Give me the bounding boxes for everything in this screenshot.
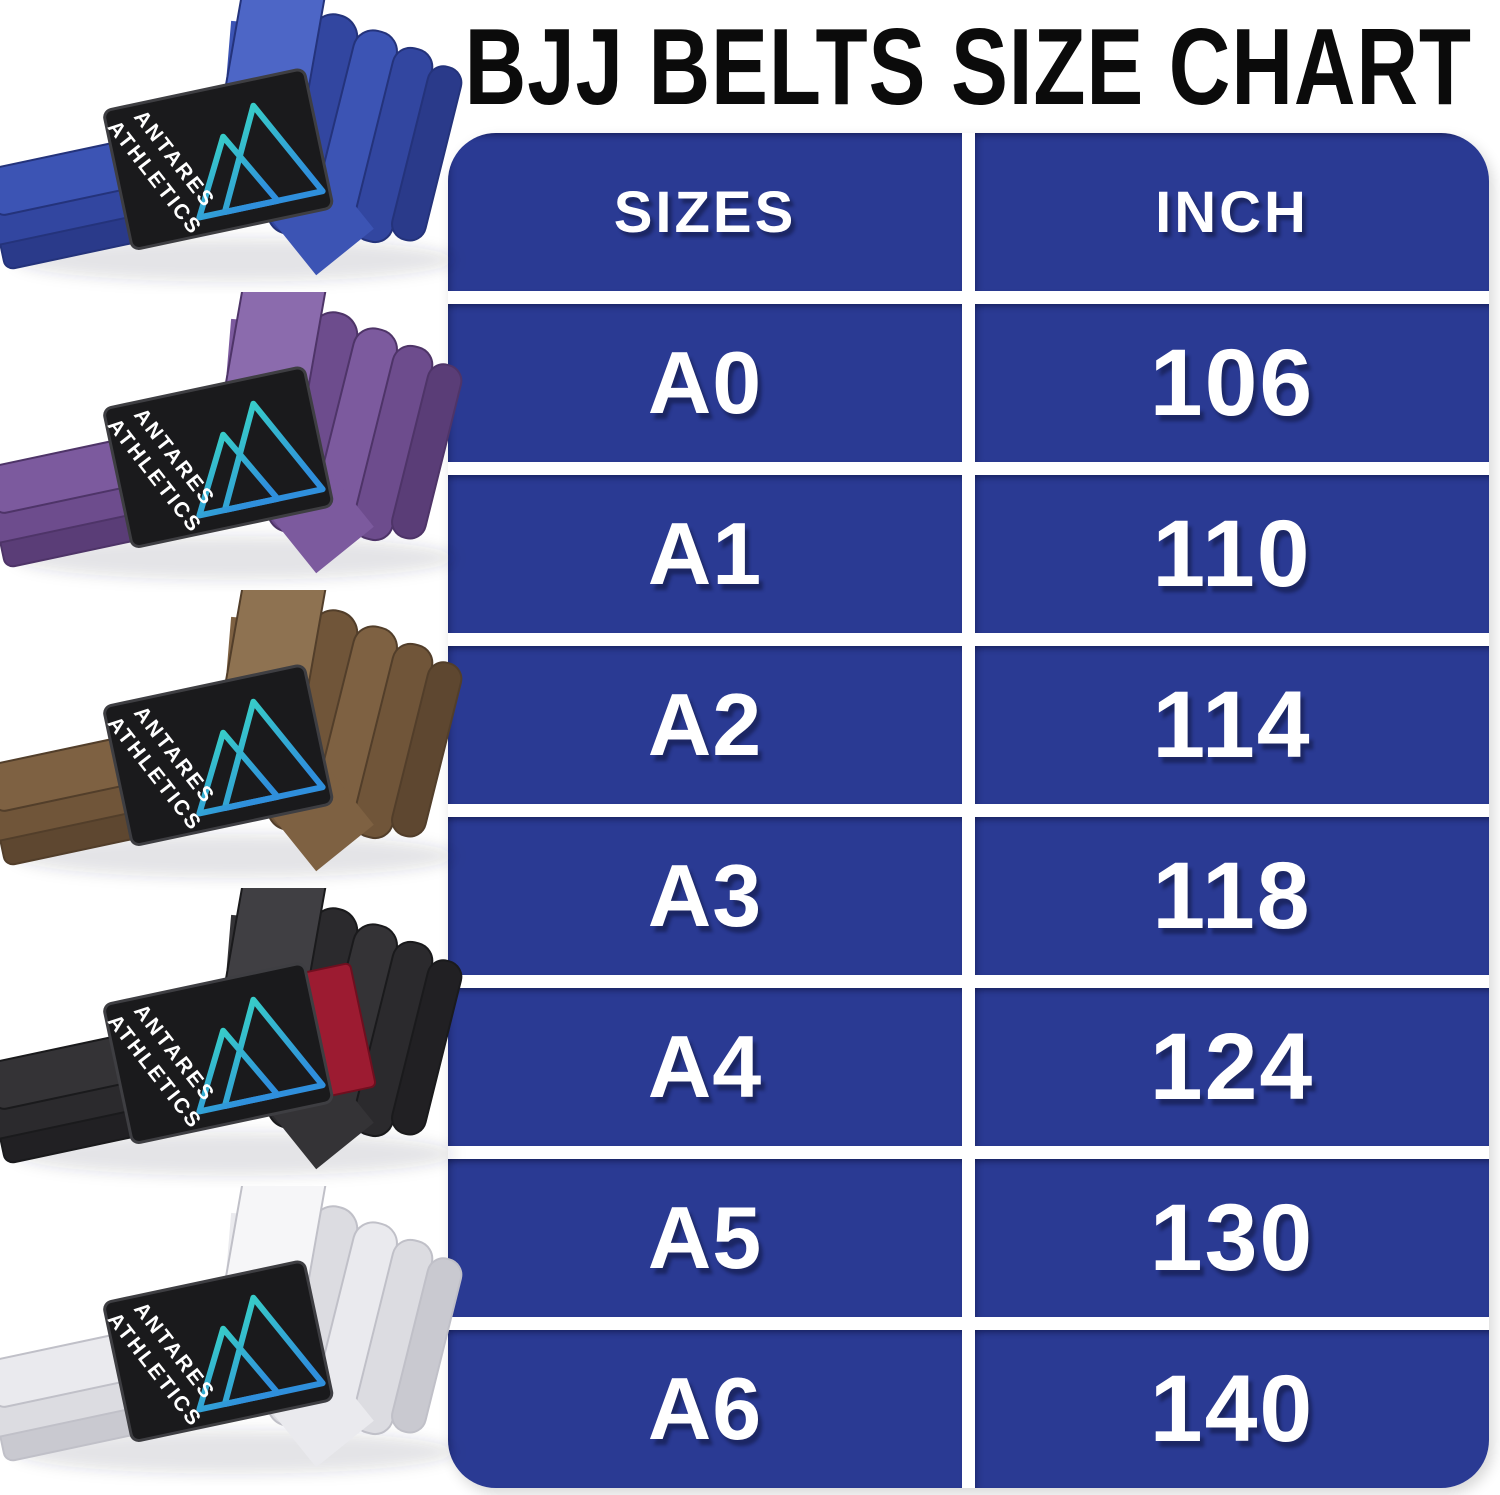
header-cell-sizes: SIZES bbox=[448, 133, 962, 291]
antares-logo-icon bbox=[196, 1294, 326, 1413]
size-cell-a4: A4 bbox=[448, 988, 962, 1146]
page-title-text: BJJ BELTS SIZE CHART bbox=[464, 5, 1473, 128]
inch-cell-a0: 106 bbox=[975, 304, 1489, 462]
antares-logo-icon bbox=[196, 400, 326, 519]
antares-logo-icon bbox=[196, 102, 326, 221]
belt-photo-brown: ANTARES ATHLETICS bbox=[0, 590, 482, 890]
size-table: SIZES INCH A0 106 A1 110 A2 114 A3 118 A… bbox=[448, 133, 1489, 1488]
size-cell-a6: A6 bbox=[448, 1330, 962, 1488]
antares-logo-icon bbox=[196, 698, 326, 817]
belt-label-patch: ANTARES ATHLETICS bbox=[103, 1260, 334, 1443]
belt-photo-black: ANTARES ATHLETICS bbox=[0, 888, 482, 1188]
inch-cell-a6: 140 bbox=[975, 1330, 1489, 1488]
inch-cell-a1: 110 bbox=[975, 475, 1489, 633]
belt-photo-blue: ANTARES ATHLETICS bbox=[0, 0, 482, 294]
size-cell-a2: A2 bbox=[448, 646, 962, 804]
inch-cell-a4: 124 bbox=[975, 988, 1489, 1146]
belt-label-patch: ANTARES ATHLETICS bbox=[103, 962, 377, 1145]
header-cell-inch: INCH bbox=[975, 133, 1489, 291]
belt-photo-white: ANTARES ATHLETICS bbox=[0, 1186, 482, 1486]
belt-label-patch: ANTARES ATHLETICS bbox=[103, 664, 334, 847]
inch-cell-a3: 118 bbox=[975, 817, 1489, 975]
size-cell-a5: A5 bbox=[448, 1159, 962, 1317]
belt-label-patch: ANTARES ATHLETICS bbox=[103, 366, 334, 549]
size-cell-a0: A0 bbox=[448, 304, 962, 462]
antares-logo-icon bbox=[196, 996, 326, 1115]
inch-cell-a2: 114 bbox=[975, 646, 1489, 804]
page-title: BJJ BELTS SIZE CHART bbox=[448, 5, 1489, 128]
size-cell-a1: A1 bbox=[448, 475, 962, 633]
belt-photo-purple: ANTARES ATHLETICS bbox=[0, 292, 482, 592]
inch-cell-a5: 130 bbox=[975, 1159, 1489, 1317]
size-cell-a3: A3 bbox=[448, 817, 962, 975]
